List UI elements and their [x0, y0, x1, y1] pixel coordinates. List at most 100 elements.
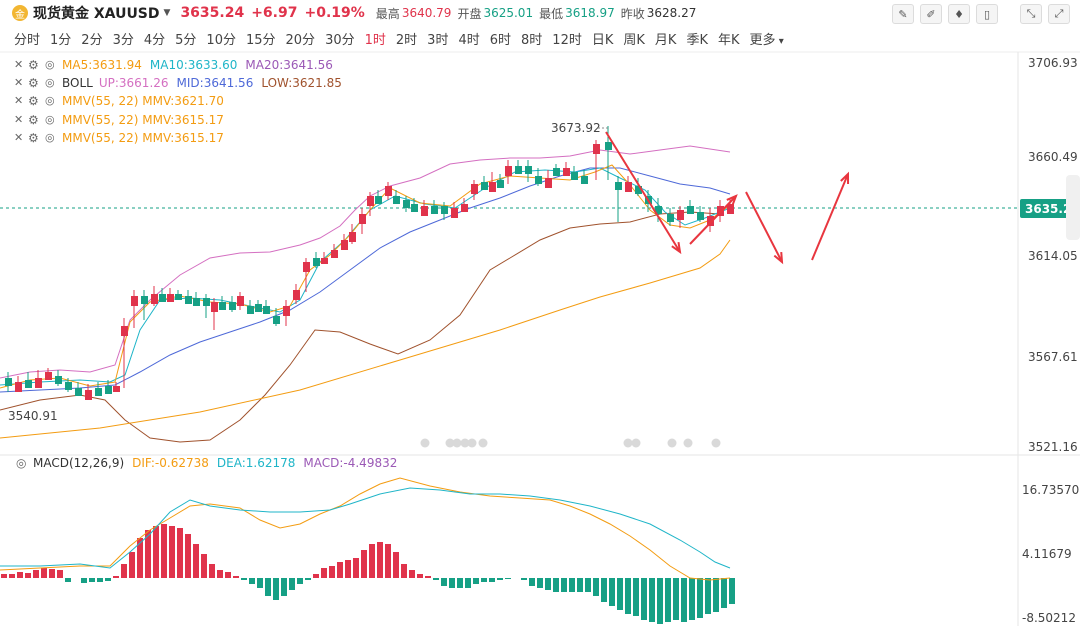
gear-icon[interactable]: ⚙: [28, 112, 39, 127]
period-tabs: 分时 1分 2分 3分 4分 5分 10分 15分 20分 30分 1时 2时 3时 4时 6时 8时 12时日…: [0, 27, 794, 49]
macd-histogram-bar: [577, 578, 583, 592]
macd-histogram-bar: [401, 564, 407, 578]
candle-body: [105, 386, 112, 394]
tab-period[interactable]: 月K: [654, 32, 677, 48]
pen-icon[interactable]: ✐: [920, 4, 942, 24]
close-icon[interactable]: ✕: [14, 76, 24, 90]
gear-icon[interactable]: ⚙: [28, 94, 39, 109]
macd-histogram-bar: [9, 574, 15, 578]
mobile-icon[interactable]: ▯: [976, 4, 998, 24]
draw-icon[interactable]: ✎: [892, 4, 914, 24]
tab-period[interactable]: 12时: [552, 32, 582, 48]
tab-period[interactable]: 2时: [395, 32, 418, 48]
tab-period[interactable]: 10分: [206, 32, 236, 48]
close-icon[interactable]: ✕: [14, 112, 24, 126]
macd-histogram-bar: [689, 578, 695, 620]
brush-icon[interactable]: ♦: [948, 4, 970, 24]
macd-histogram-bar: [57, 570, 63, 578]
tab-period[interactable]: 4时: [458, 32, 480, 48]
macd-histogram-bar: [345, 560, 351, 578]
close-icon[interactable]: ✕: [14, 94, 24, 108]
price-axis-label: 3614.05: [1028, 249, 1078, 263]
tab-period[interactable]: 季K: [686, 32, 708, 48]
macd-histogram-bar: [625, 578, 631, 614]
tab-period[interactable]: 1分: [50, 32, 72, 48]
tab-period[interactable]: 4分: [143, 32, 166, 48]
macd-histogram-bar: [281, 578, 287, 596]
tab-period[interactable]: 8时: [521, 32, 543, 48]
tab-period[interactable]: 2分: [81, 32, 103, 48]
candle-body: [45, 372, 52, 380]
stat-value: 3618.97: [565, 6, 615, 20]
candle-body: [707, 216, 714, 226]
tab-period[interactable]: 3分: [112, 32, 134, 48]
close-icon[interactable]: ✕: [14, 130, 24, 144]
tab-period[interactable]: 更多 ▾: [749, 32, 784, 48]
tab-period[interactable]: 3时: [427, 32, 449, 48]
tab-period[interactable]: 年K: [717, 32, 740, 48]
macd-dif: DIF:-0.62738: [132, 456, 209, 470]
event-marker-icon: [623, 438, 633, 448]
macd-histogram-bar: [545, 578, 551, 590]
macd-histogram-bar: [1, 574, 7, 578]
close-icon[interactable]: ✕: [14, 58, 24, 71]
candle-body: [175, 294, 182, 300]
candle-body: [85, 390, 92, 400]
eye-icon[interactable]: ◎: [45, 94, 55, 108]
macd-histogram-bar: [417, 574, 423, 578]
macd-histogram-bar: [553, 578, 559, 592]
eye-icon[interactable]: ◎: [16, 456, 27, 470]
candle-body: [697, 212, 704, 220]
candle-body: [55, 376, 62, 384]
macd-histogram-bar: [265, 578, 271, 596]
tab-period[interactable]: 周K: [623, 32, 645, 48]
gear-icon[interactable]: ⚙: [28, 76, 39, 91]
macd-histogram-bar: [361, 550, 367, 578]
indicator-row: ✕ ⚙ ◎ MMV(55, 22) MMV:3621.70: [14, 92, 350, 110]
macd-axis-label: -8.50212: [1022, 611, 1076, 625]
macd-histogram-bar: [105, 578, 111, 581]
macd-histogram-bar: [537, 578, 543, 588]
event-marker-icon: [460, 438, 470, 448]
stat-label: 开盘: [457, 6, 482, 21]
candle-body: [35, 378, 42, 388]
macd-axis-label: 4.11679: [1022, 547, 1072, 561]
symbol-name[interactable]: 现货黄金 XAUUSD: [33, 6, 160, 22]
candle-body: [341, 240, 348, 250]
macd-histogram-bar: [721, 578, 727, 608]
tab-period[interactable]: 20分: [285, 32, 316, 48]
expand-icon[interactable]: ⤢: [1048, 4, 1070, 24]
eye-icon[interactable]: ◎: [45, 58, 55, 71]
macd-histogram-bar: [185, 534, 191, 578]
header-bar: 金 现货黄金 XAUUSD ▼ 3635.24 +6.97 +0.19% 最高 3…: [0, 0, 1080, 26]
candle-body: [535, 176, 542, 184]
indicator-row: ✕ ⚙ ◎ MMV(55, 22) MMV:3615.17: [14, 129, 350, 147]
tab-period[interactable]: 30分: [325, 32, 355, 48]
candle-body: [367, 196, 374, 206]
tab-period[interactable]: 日K: [591, 32, 614, 48]
gear-icon[interactable]: ⚙: [28, 130, 39, 145]
indicator-row: ✕ ⚙ ◎ BOLL UP:3661.26 MID:3641.56 LOW:3621.85: [14, 74, 350, 92]
eye-icon[interactable]: ◎: [45, 112, 55, 126]
chevron-down-icon[interactable]: ▼: [163, 8, 171, 18]
candle-body: [403, 200, 410, 208]
macd-histogram-bar: [473, 578, 479, 584]
macd-histogram-bar: [585, 578, 591, 592]
gear-icon[interactable]: ⚙: [28, 58, 39, 72]
tab-period[interactable]: 6时: [489, 32, 512, 48]
eye-icon[interactable]: ◎: [45, 130, 55, 144]
macd-histogram-bar: [129, 552, 135, 578]
tab-period[interactable]: 分时: [14, 32, 41, 48]
collapse-icon[interactable]: ⤡: [1020, 4, 1042, 24]
tab-period[interactable]: 1时: [364, 32, 386, 48]
eye-icon[interactable]: ◎: [45, 76, 55, 90]
tab-period[interactable]: 5分: [175, 32, 197, 48]
current-price: 3635.24: [180, 5, 245, 21]
macd-histogram-bar: [321, 568, 327, 578]
candle-body: [571, 172, 578, 180]
stat-value: 3640.79: [401, 6, 452, 20]
tab-period[interactable]: 15分: [245, 32, 276, 48]
macd-name: MACD(12,26,9): [33, 456, 125, 470]
macd-histogram-bar: [705, 578, 711, 614]
